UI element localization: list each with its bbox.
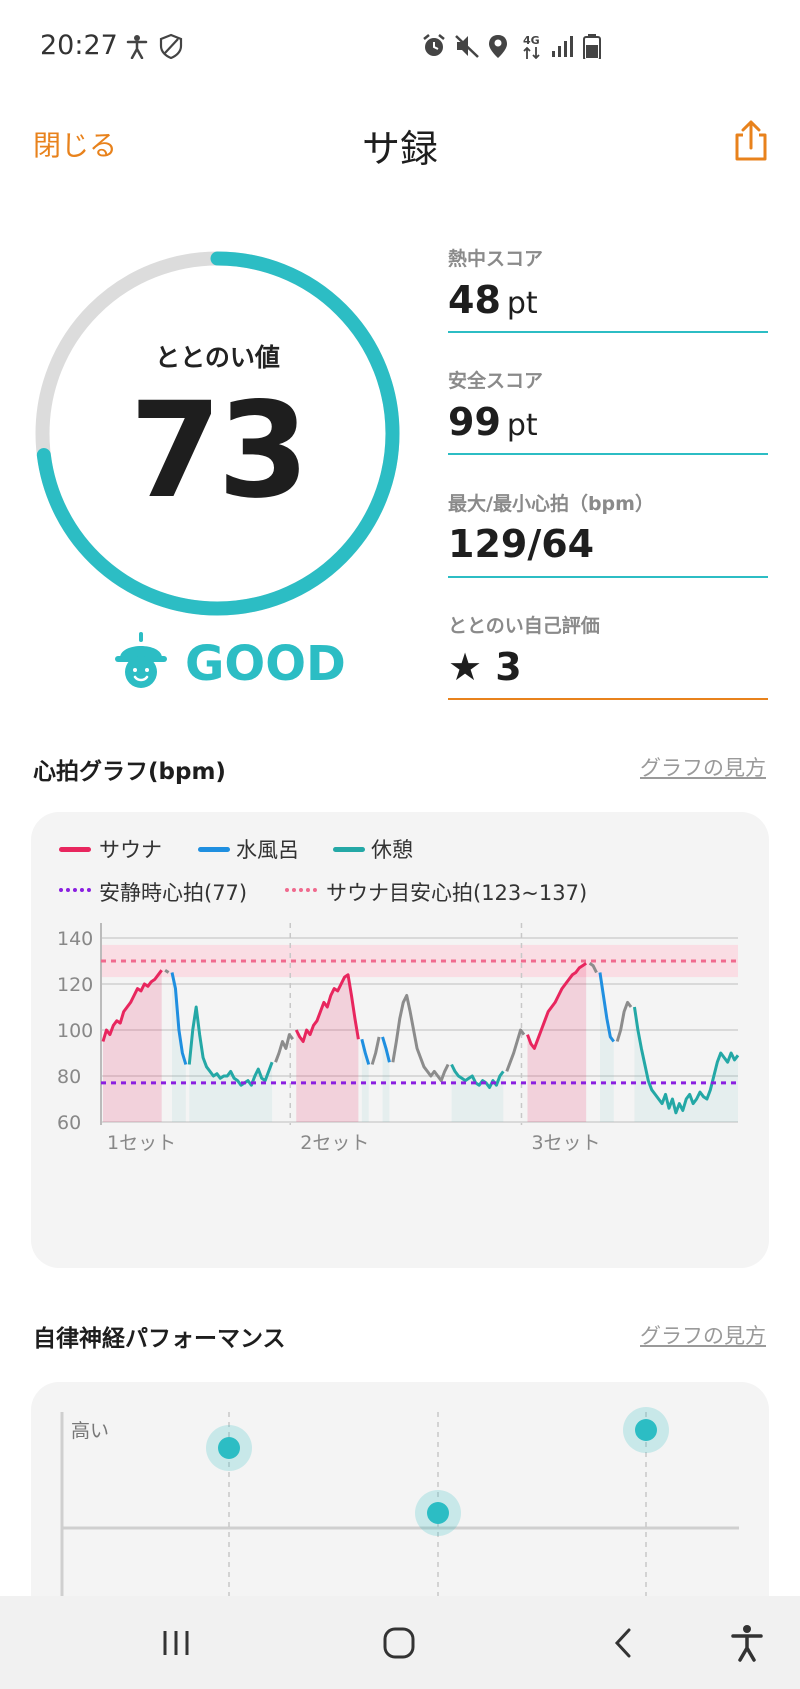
battery-icon [583, 34, 601, 59]
water-line [170, 972, 188, 1065]
self-rating-value: ★ 3 [448, 645, 522, 689]
y-tick-label: 60 [57, 1112, 81, 1134]
rest-area [634, 1007, 738, 1122]
legend-water: 水風呂 [236, 838, 299, 862]
navigation-bar [0, 1596, 800, 1689]
legend-resting-hr: 安静時心拍(77) [99, 881, 248, 905]
other-line [391, 994, 450, 1083]
legend-rest: 休憩 [371, 838, 413, 862]
sauna-line [294, 973, 360, 1043]
set-label: 2セット [300, 1132, 369, 1154]
other-line [588, 962, 598, 974]
mute-icon [455, 35, 479, 58]
page-title: サ録 [361, 127, 438, 171]
other-line [615, 1000, 633, 1042]
set-label: 3セット [531, 1132, 600, 1154]
y-tick-label: 100 [57, 1020, 93, 1042]
sauna-line [101, 969, 163, 1042]
legend-sauna-target: サウナ目安心拍(123~137) [326, 881, 588, 905]
y-tick-label: 140 [57, 928, 93, 950]
heart-rate-value: 129/64 [448, 522, 595, 566]
close-button[interactable]: 閉じる [33, 129, 118, 162]
nerve-point [635, 1419, 657, 1441]
legend-sauna: サウナ [99, 838, 162, 862]
other-line [505, 1028, 526, 1072]
water-area [172, 972, 186, 1122]
safety-score-label: 安全スコア [448, 370, 544, 392]
heat-score-label: 熱中スコア [448, 248, 544, 270]
back-icon[interactable] [606, 1625, 642, 1661]
score-value: 73 [129, 374, 310, 528]
water-line [381, 1036, 391, 1063]
status-time: 20:27 [40, 30, 118, 61]
heart-rate-chart: 140 120 100 80 60 1セット 2セット 3セット [57, 923, 740, 1154]
alarm-icon [423, 34, 445, 56]
divider [448, 453, 768, 455]
nerve-y-label: 高い [71, 1420, 109, 1442]
score-label: ととのい値 [155, 343, 280, 372]
rest-area [451, 1064, 504, 1122]
legend-rest-swatch [333, 847, 365, 852]
location-icon [489, 35, 507, 58]
heart-graph-card [31, 812, 769, 1268]
nerve-performance-chart: 高い [60, 1407, 739, 1596]
divider [448, 331, 768, 333]
other-line [274, 1033, 295, 1063]
legend-target-swatch [285, 888, 317, 892]
legend-water-swatch [198, 847, 230, 852]
legend-sauna-swatch [59, 847, 91, 852]
accessibility-icon [126, 35, 148, 59]
sauna-area [296, 974, 359, 1122]
heat-score-value: 48 pt [448, 278, 538, 322]
y-tick-label: 120 [57, 974, 93, 996]
heart-graph-title: 心拍グラフ(bpm) [33, 759, 226, 785]
water-line [598, 972, 615, 1043]
nerve-graph-help-link[interactable]: グラフの見方 [640, 1324, 766, 1348]
y-tick-label: 80 [57, 1066, 81, 1088]
svg-text:4G: 4G [523, 34, 540, 47]
self-rating-label: ととのい自己評価 [448, 615, 600, 637]
mood-face-icon [115, 632, 167, 688]
legend-resting-swatch [59, 888, 91, 892]
accessibility-icon[interactable] [729, 1623, 765, 1663]
4g-icon: 4G [523, 34, 540, 59]
sauna-area [103, 970, 162, 1122]
share-icon[interactable] [734, 118, 768, 162]
divider [448, 576, 768, 578]
rest-area [189, 1007, 273, 1122]
safety-score-value: 99 pt [448, 400, 538, 444]
shield-icon [159, 33, 183, 59]
divider [448, 698, 768, 700]
other-line [164, 968, 170, 974]
heart-rate-label: 最大/最小心拍（bpm） [448, 493, 654, 515]
water-line [360, 1038, 371, 1065]
heart-graph-help-link[interactable]: グラフの見方 [640, 756, 766, 780]
nerve-graph-title: 自律神経パフォーマンス [33, 1326, 286, 1352]
set-label: 1セット [107, 1132, 176, 1154]
rest-line [187, 1005, 274, 1087]
rest-line [632, 1006, 740, 1115]
sauna-line [526, 962, 587, 1050]
home-icon[interactable] [381, 1625, 417, 1661]
nerve-point [218, 1437, 240, 1459]
mood-label: GOOD [185, 636, 346, 692]
other-line [370, 1036, 381, 1065]
recent-apps-icon[interactable] [158, 1625, 194, 1661]
nerve-point [427, 1502, 449, 1524]
signal-icon [552, 36, 573, 57]
water-area [599, 972, 614, 1122]
score-ring [35, 251, 400, 616]
